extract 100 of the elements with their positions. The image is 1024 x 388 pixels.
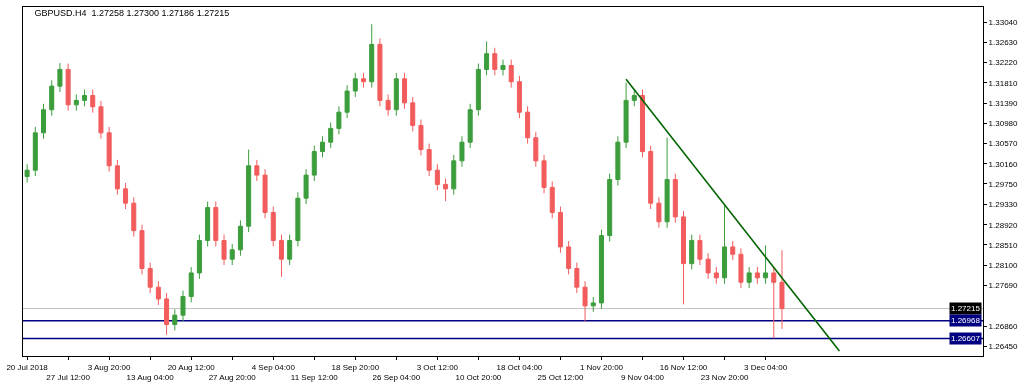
- candlestick: [697, 234, 703, 266]
- candlestick: [328, 122, 334, 149]
- candlestick: [590, 296, 596, 313]
- y-tick-label: 1.30570: [988, 139, 1019, 149]
- candlestick: [229, 243, 235, 266]
- candlestick: [352, 72, 358, 98]
- candlestick: [24, 163, 30, 183]
- x-tick-label: 18 Oct 04:00: [496, 362, 543, 372]
- candlestick: [196, 234, 202, 280]
- candlestick: [434, 163, 440, 191]
- candlestick: [139, 224, 145, 275]
- candlestick: [369, 23, 375, 89]
- candlestick: [254, 159, 260, 182]
- candlestick: [377, 37, 383, 107]
- candlestick: [689, 234, 695, 270]
- candlestick: [763, 244, 769, 285]
- candlestick: [106, 126, 112, 173]
- candlestick: [188, 266, 194, 303]
- candlestick: [541, 154, 547, 194]
- candlestick: [336, 105, 342, 135]
- candlestick: [164, 292, 170, 336]
- y-tick-label: 1.31390: [988, 99, 1019, 109]
- candlestick: [49, 79, 55, 117]
- x-tick-label: 18 Sep 20:00: [331, 362, 380, 372]
- candlestick: [443, 178, 449, 202]
- y-tick-label: 1.31810: [988, 78, 1019, 88]
- candlestick: [246, 149, 252, 233]
- candlestick: [516, 75, 522, 119]
- candlestick: [65, 63, 71, 112]
- candlestick: [639, 89, 645, 158]
- candlestick: [648, 145, 654, 210]
- y-tick-label: 1.30160: [988, 159, 1019, 169]
- x-tick-label: 10 Oct 20:00: [455, 373, 502, 382]
- candlestick: [311, 145, 317, 182]
- x-tick-label: 3 Dec 04:00: [743, 362, 788, 372]
- candlestick: [484, 40, 490, 76]
- ref-line-label: 1.26607: [951, 334, 981, 343]
- candlestick: [180, 290, 186, 322]
- y-tick-label: 1.28510: [988, 240, 1019, 250]
- candlestick: [738, 247, 744, 289]
- y-tick-label: 1.29750: [988, 179, 1019, 189]
- y-tick-label: 1.26450: [988, 341, 1019, 351]
- y-tick-label: 1.28920: [988, 220, 1019, 230]
- candlestick: [426, 143, 432, 177]
- candlestick: [467, 103, 473, 149]
- candlestick: [402, 72, 408, 110]
- candlestick: [114, 159, 120, 196]
- x-tick-label: 27 Aug 20:00: [208, 373, 257, 382]
- y-tick-label: 1.32220: [988, 58, 1019, 68]
- candlestick: [172, 308, 178, 331]
- candlestick: [82, 89, 88, 107]
- candlestick: [73, 94, 79, 112]
- candlestick: [779, 249, 785, 330]
- candlestick: [393, 72, 399, 117]
- candlestick: [754, 266, 760, 285]
- candlestick: [131, 196, 137, 238]
- candlestick: [557, 206, 563, 254]
- candlestick: [278, 234, 284, 278]
- candlestick: [615, 135, 621, 186]
- candlestick: [451, 154, 457, 196]
- candlestick: [295, 191, 301, 247]
- candlestick: [672, 173, 678, 224]
- candlestick: [385, 94, 391, 117]
- candlestick: [525, 105, 531, 145]
- candlestick: [623, 82, 629, 149]
- candlestick: [344, 84, 350, 119]
- candlestick: [237, 219, 243, 257]
- candlestick: [549, 181, 555, 219]
- x-tick-label: 20 Jul 2018: [6, 362, 49, 372]
- x-tick-label: 1 Nov 20:00: [579, 362, 624, 372]
- x-tick-label: 3 Oct 12:00: [416, 362, 459, 372]
- x-tick-label: 25 Oct 12:00: [537, 373, 584, 382]
- x-tick-label: 9 Nov 04:00: [620, 373, 665, 382]
- candlestick: [221, 234, 227, 266]
- y-tick-label: 1.33040: [988, 18, 1019, 28]
- candlestick: [574, 262, 580, 294]
- candlestick: [98, 100, 104, 140]
- candlestick: [459, 135, 465, 168]
- candlestick: [656, 196, 662, 229]
- x-tick-label: 3 Aug 20:00: [87, 362, 132, 372]
- y-tick-label: 1.30980: [988, 119, 1019, 129]
- candlestick: [475, 63, 481, 117]
- candlestick: [287, 234, 293, 266]
- candlestick: [631, 89, 637, 107]
- candlestick: [213, 201, 219, 247]
- x-tick-label: 16 Nov 12:00: [659, 362, 708, 372]
- y-tick-label: 1.27690: [988, 281, 1019, 291]
- candlestick: [205, 201, 211, 247]
- x-tick-label: 4 Sep 04:00: [251, 362, 296, 372]
- y-tick-label: 1.26860: [988, 321, 1019, 331]
- candlestick: [147, 262, 153, 294]
- candlestick: [32, 126, 38, 177]
- candlestick: [582, 280, 588, 322]
- candlestick: [664, 137, 670, 229]
- x-tick-label: 23 Nov 20:00: [700, 373, 749, 382]
- x-tick-label: 13 Aug 04:00: [126, 373, 175, 382]
- candlestick: [319, 135, 325, 158]
- candlestick: [270, 206, 276, 247]
- chart-title: GBPUSD.H4 1.27258 1.27300 1.27186 1.27215: [34, 8, 230, 18]
- candlestick: [730, 240, 736, 261]
